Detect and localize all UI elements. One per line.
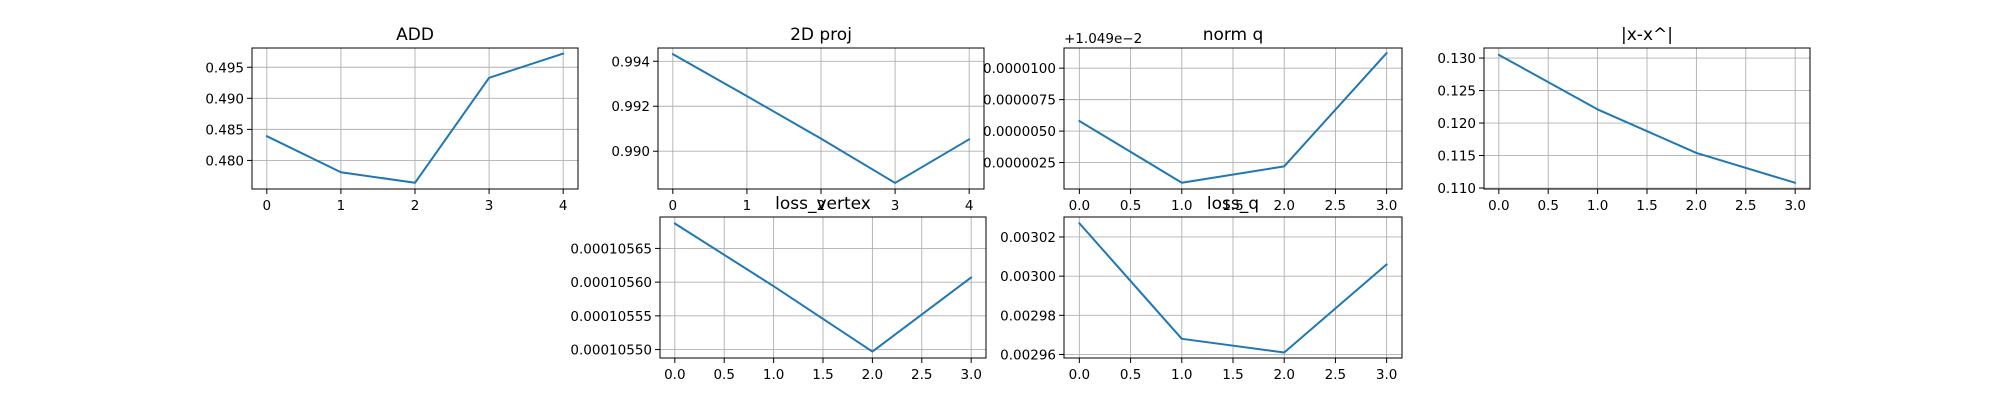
y-tick-label: 0.990	[611, 144, 650, 160]
y-offset-label: +1.049e−2	[1064, 31, 1142, 47]
x-tick-label: 0.0	[1069, 367, 1090, 383]
y-tick-label: 0.125	[1437, 84, 1476, 100]
x-tick-label: 4	[965, 198, 974, 214]
x-tick-label: 3	[485, 198, 494, 214]
series-line	[673, 222, 973, 353]
subplot-title: |x-x^|	[1621, 25, 1673, 45]
series-line	[265, 52, 565, 184]
x-tick-label: 0	[669, 198, 678, 214]
y-tick-label: 0.00010560	[570, 275, 652, 291]
x-tick-label: 0.0	[664, 367, 685, 383]
y-tick-label: 0.00296	[1000, 347, 1056, 363]
x-tick-label: 0.0	[1488, 198, 1509, 214]
x-tick-label: 2	[817, 198, 826, 214]
y-tick-label: 0.00298	[1000, 308, 1056, 324]
x-tick-label: 0	[263, 198, 272, 214]
x-tick-label: 0.0	[1069, 198, 1090, 214]
x-tick-label: 4	[559, 198, 568, 214]
x-tick-label: 1.0	[1171, 198, 1192, 214]
x-tick-label: 3.0	[1376, 198, 1397, 214]
y-tick-label: 0.480	[205, 153, 244, 169]
series-line	[671, 53, 971, 184]
x-tick-label: 2.0	[1273, 367, 1294, 383]
x-tick-label: 2.5	[1325, 367, 1346, 383]
subplot-title: ADD	[396, 25, 434, 45]
y-tick-label: 0.0000075	[983, 93, 1056, 109]
x-tick-label: 0.5	[1120, 367, 1141, 383]
x-tick-label: 1	[743, 198, 752, 214]
x-tick-label: 0.5	[1120, 198, 1141, 214]
subplot-2: 0 1 2 3 4 0.990 0.992 0.994 2D proj	[611, 25, 985, 214]
series-line	[1078, 52, 1388, 184]
x-tick-label: 2.0	[1273, 198, 1294, 214]
x-tick-label: 3.0	[1376, 367, 1397, 383]
series-line	[1078, 222, 1388, 354]
x-tick-label: 1.5	[1222, 198, 1243, 214]
y-tick-label: 0.00010555	[570, 309, 652, 325]
y-tick-label: 0.00302	[1000, 230, 1056, 246]
x-tick-label: 3.0	[960, 367, 981, 383]
x-tick-label: 2.5	[911, 367, 932, 383]
x-tick-label: 0.5	[1537, 198, 1558, 214]
subplot-4: 0.0 0.5 1.0 1.5 2.0 2.5 3.0 0.110 0.115 0.120 0.12…	[1437, 25, 1811, 214]
subplot-5: 0.0 0.5 1.0 1.5 2.0 2.5 3.0 0.00010550 0.0001055…	[570, 194, 987, 383]
subplot-1: 0 1 2 3 4 0.480 0.485 0.490 0.495 ADD	[205, 25, 579, 214]
y-tick-label: 0.495	[205, 60, 244, 76]
y-tick-label: 0.00010550	[570, 343, 652, 359]
subplot-6: 0.0 0.5 1.0 1.5 2.0 2.5 3.0 0.00296 0.00298 0.003…	[1000, 194, 1403, 383]
x-tick-label: 1.0	[763, 367, 784, 383]
x-tick-label: 1.5	[1222, 367, 1243, 383]
y-tick-label: 0.110	[1437, 181, 1476, 197]
x-tick-label: 2.0	[862, 367, 883, 383]
subplot-title: norm q	[1203, 25, 1264, 45]
y-tick-label: 0.120	[1437, 116, 1476, 132]
x-tick-label: 1.0	[1587, 198, 1608, 214]
subplot-title: loss_q	[1207, 194, 1259, 214]
x-tick-label: 1	[337, 198, 346, 214]
x-tick-label: 1.0	[1171, 367, 1192, 383]
x-tick-label: 2.5	[1325, 198, 1346, 214]
subplot-title: loss_vertex	[775, 194, 871, 214]
y-tick-label: 0.00010565	[570, 241, 652, 257]
y-tick-label: 0.0000025	[983, 156, 1056, 172]
x-tick-label: 3.0	[1784, 198, 1805, 214]
x-tick-label: 1.5	[812, 367, 833, 383]
x-tick-label: 2.0	[1686, 198, 1707, 214]
subplot-3: 0.0 0.5 1.0 1.5 2.0 2.5 3.0 0.0000025 0.0000050 0…	[983, 25, 1403, 214]
subplot-title: 2D proj	[790, 25, 852, 45]
y-tick-label: 0.994	[611, 54, 650, 70]
y-tick-label: 0.0000050	[983, 124, 1056, 140]
y-tick-label: 0.0000100	[983, 61, 1056, 77]
y-tick-label: 0.490	[205, 91, 244, 107]
y-tick-label: 0.992	[611, 99, 650, 115]
x-tick-label: 3	[891, 198, 900, 214]
x-tick-label: 2.5	[1735, 198, 1756, 214]
y-tick-label: 0.130	[1437, 51, 1476, 67]
y-tick-label: 0.00300	[1000, 269, 1056, 285]
series-line	[1497, 53, 1797, 184]
x-tick-label: 2	[411, 198, 420, 214]
y-tick-label: 0.485	[205, 122, 244, 138]
y-tick-label: 0.115	[1437, 149, 1476, 165]
x-tick-label: 0.5	[713, 367, 734, 383]
x-tick-label: 1.5	[1636, 198, 1657, 214]
